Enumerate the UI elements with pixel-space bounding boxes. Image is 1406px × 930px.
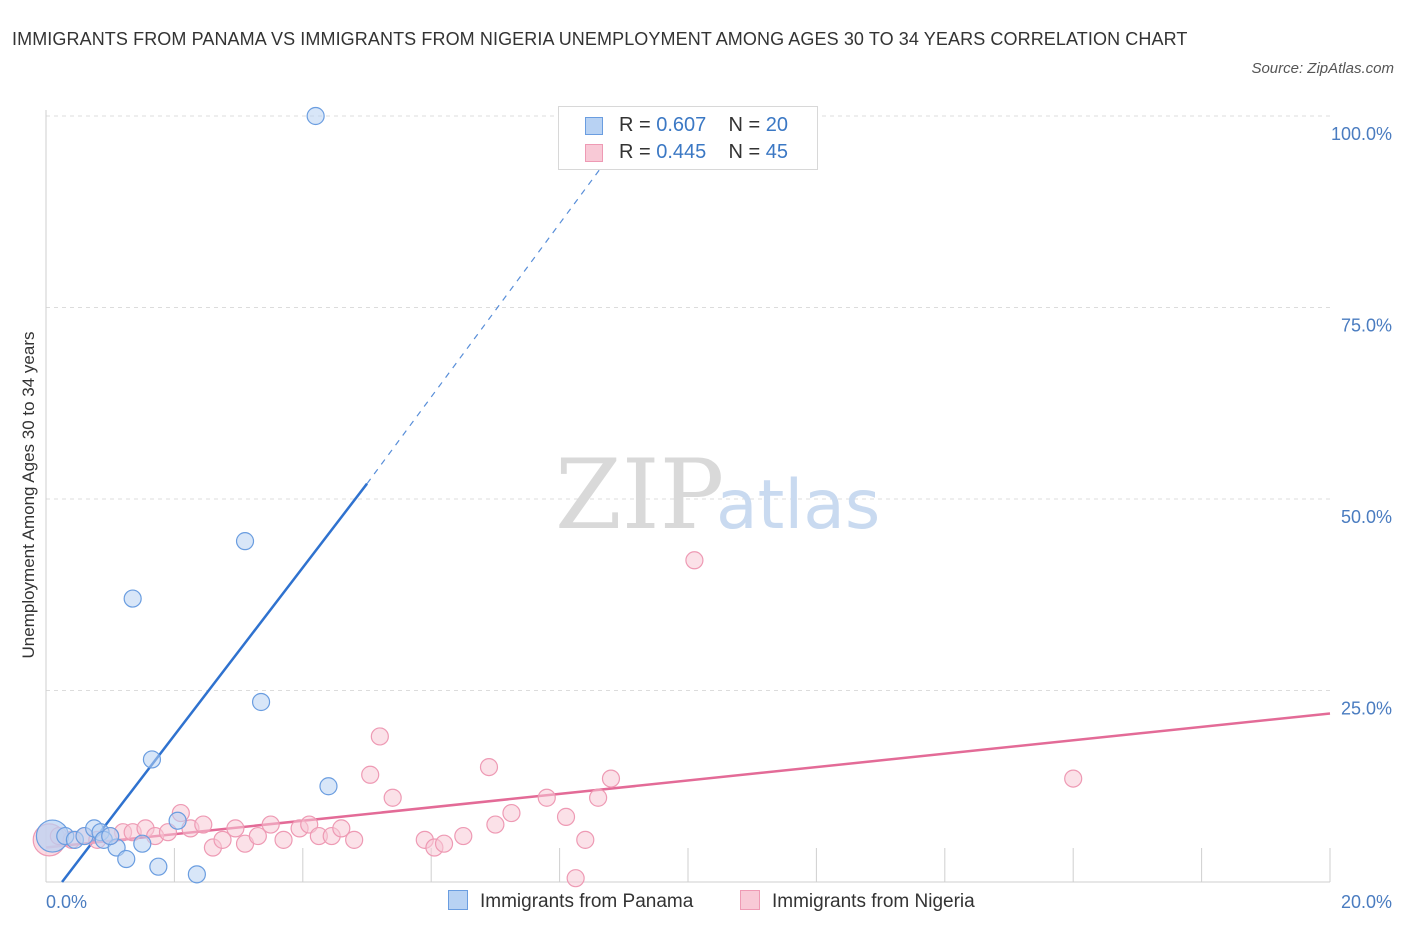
chart-source: Source: ZipAtlas.com bbox=[1251, 60, 1394, 77]
data-point-nigeria bbox=[601, 769, 621, 788]
data-point-nigeria bbox=[537, 788, 556, 807]
bottom-legend-swatch-panama bbox=[448, 890, 468, 910]
data-point-nigeria bbox=[486, 815, 505, 834]
bottom-legend-panama: Immigrants from Panama bbox=[448, 890, 693, 913]
data-point-nigeria bbox=[194, 815, 213, 834]
data-point-nigeria bbox=[248, 826, 267, 846]
y-tick-label: 100.0% bbox=[1331, 124, 1392, 144]
bottom-legend-label-panama: Immigrants from Panama bbox=[480, 891, 694, 912]
data-point-panama bbox=[133, 834, 152, 853]
watermark-atlas: atlas bbox=[716, 466, 880, 545]
legend-n-label: N = bbox=[728, 114, 766, 136]
data-point-nigeria bbox=[502, 803, 521, 823]
data-point-nigeria bbox=[213, 830, 232, 849]
y-tick-labels: 25.0% 50.0% 75.0% 100.0% bbox=[1331, 124, 1392, 719]
x-tick-labels: 0.0% 20.0% bbox=[46, 892, 1392, 912]
y-tick-label: 50.0% bbox=[1341, 507, 1392, 527]
legend-r-label: R = bbox=[619, 114, 657, 136]
legend-r-value-nigeria: 0.445 bbox=[656, 141, 707, 163]
data-point-panama bbox=[123, 589, 142, 608]
trendlines bbox=[45, 153, 1331, 883]
data-point-nigeria bbox=[479, 757, 499, 777]
legend-n-value-panama: 20 bbox=[765, 114, 789, 136]
trendline-extension-panama bbox=[366, 153, 612, 485]
data-point-nigeria bbox=[556, 807, 576, 826]
data-point-nigeria bbox=[566, 869, 585, 888]
bottom-legend-swatch-nigeria bbox=[740, 890, 760, 910]
data-point-nigeria bbox=[1064, 769, 1083, 788]
legend-n-value-nigeria: 45 bbox=[765, 141, 789, 163]
data-point-nigeria bbox=[332, 819, 351, 838]
data-point-panama bbox=[142, 750, 162, 769]
legend-swatch-panama bbox=[585, 117, 603, 135]
data-point-nigeria bbox=[261, 815, 280, 834]
data-point-nigeria bbox=[274, 830, 293, 849]
y-tick-label: 25.0% bbox=[1341, 699, 1392, 719]
data-point-panama bbox=[319, 777, 338, 796]
data-point-nigeria bbox=[361, 765, 380, 784]
x-tick-label-max: 20.0% bbox=[1341, 892, 1392, 912]
data-point-panama bbox=[306, 106, 325, 126]
gridlines bbox=[46, 115, 1330, 691]
legend-swatch-nigeria bbox=[585, 144, 603, 162]
watermark-zip: ZIP bbox=[555, 439, 724, 551]
trendline-nigeria bbox=[45, 712, 1331, 849]
data-point-nigeria bbox=[576, 830, 595, 849]
legend: R = 0.607 N = 20 R = 0.445 N = 45 bbox=[558, 106, 818, 170]
data-point-nigeria bbox=[454, 826, 473, 846]
data-point-nigeria bbox=[345, 830, 364, 849]
bottom-legend-label-nigeria: Immigrants from Nigeria bbox=[772, 891, 975, 912]
legend-r-value-panama: 0.607 bbox=[656, 114, 707, 136]
trendline-panama bbox=[61, 482, 368, 883]
data-point-panama bbox=[187, 865, 206, 884]
y-axis-label: Unemployment Among Ages 30 to 34 years bbox=[19, 332, 38, 659]
y-tick-label: 75.0% bbox=[1341, 316, 1392, 336]
data-points bbox=[32, 106, 1083, 888]
legend-n-label: N = bbox=[728, 141, 766, 163]
chart-title: IMMIGRANTS FROM PANAMA VS IMMIGRANTS FRO… bbox=[12, 29, 1188, 49]
data-point-nigeria bbox=[226, 819, 245, 838]
data-point-nigeria bbox=[685, 551, 704, 570]
watermark: ZIP atlas bbox=[555, 439, 880, 551]
data-point-panama bbox=[101, 826, 120, 846]
data-point-nigeria bbox=[589, 788, 608, 807]
axes bbox=[45, 110, 1331, 883]
data-point-nigeria bbox=[370, 727, 389, 746]
data-point-panama bbox=[235, 532, 255, 551]
legend-r-label: R = bbox=[619, 141, 657, 163]
data-point-panama bbox=[251, 692, 271, 712]
data-point-panama bbox=[168, 811, 187, 830]
data-point-nigeria bbox=[383, 788, 402, 807]
data-point-panama bbox=[117, 849, 136, 869]
data-point-nigeria bbox=[434, 834, 454, 853]
x-tick-label-min: 0.0% bbox=[46, 892, 87, 912]
bottom-legend-nigeria: Immigrants from Nigeria bbox=[740, 890, 975, 913]
data-point-panama bbox=[149, 857, 168, 876]
